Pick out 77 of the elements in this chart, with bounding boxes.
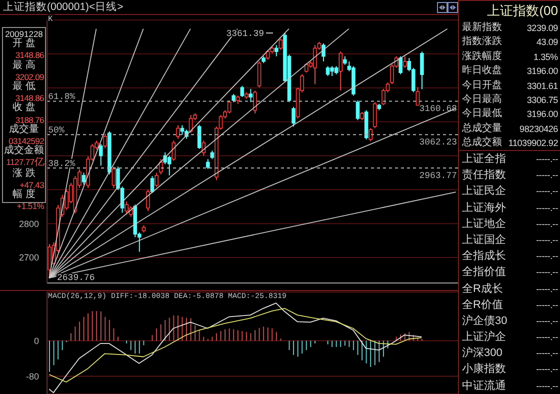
text: 上证沪企 <box>462 330 506 346</box>
ref-line-label: 2963.77 <box>419 171 457 182</box>
text: 全指价值 <box>462 265 506 280</box>
text: 涨跌幅度 <box>462 50 502 64</box>
text: -----.-- <box>536 218 558 231</box>
y-tick-label: 2800 <box>18 218 39 229</box>
ref-line-label: 3062.23 <box>419 138 457 148</box>
text: 3148.86 <box>15 50 44 60</box>
text: 小康指数 <box>462 362 506 378</box>
text: -----.-- <box>536 331 558 344</box>
text: 43.09 <box>536 36 558 50</box>
text: 3196.00 <box>526 108 558 122</box>
text: +47.43 <box>20 180 44 190</box>
annotation: K <box>48 15 53 24</box>
text: 责任指数 <box>462 168 506 184</box>
text: 11039902.92 <box>508 137 558 150</box>
text: 上证地企 <box>462 216 506 232</box>
text: 最新指数 <box>462 21 502 35</box>
text: 涨 跌 <box>12 168 36 179</box>
y-tick-label: 2700 <box>18 252 39 263</box>
text: 上证民企 <box>462 184 506 200</box>
text: 开 盘 <box>12 38 36 50</box>
text: -----.-- <box>536 314 558 328</box>
text: 3202.09 <box>15 72 44 82</box>
text: 今日最低 <box>462 107 502 122</box>
text: 上证指数(00 <box>486 2 559 20</box>
text: 中证流通 <box>462 378 506 394</box>
text: 最 高 <box>12 60 36 71</box>
annotation: 2639.76 <box>57 273 95 283</box>
text: 上证海外 <box>462 200 506 216</box>
chart-title: 上证指数(000001)<日线> <box>3 0 124 14</box>
text: 3196.00 <box>526 65 558 78</box>
text: -----.-- <box>536 363 558 376</box>
text: 3239.09 <box>526 22 558 35</box>
text: 上证全指 <box>462 152 506 167</box>
text: 幅 度 <box>12 189 36 200</box>
text: -----.-- <box>536 282 558 296</box>
text: -----.-- <box>536 250 558 264</box>
text: 3301.61 <box>526 80 558 93</box>
text: 总成交额 <box>462 136 502 150</box>
ref-line-label: 3160.68 <box>419 104 457 114</box>
annotation: 61.8% <box>48 92 76 102</box>
y-tick-label: 0 <box>34 336 39 346</box>
text: 上证国企 <box>462 232 506 248</box>
text: 全R成长 <box>462 282 503 296</box>
text: -----.-- <box>536 169 558 182</box>
text: 3306.75 <box>526 94 558 107</box>
text: 成交量 <box>8 124 40 136</box>
text: -----.-- <box>536 266 558 280</box>
text: 沪深300 <box>462 346 502 362</box>
text: 98230426 <box>520 122 558 136</box>
text: 全R价值 <box>462 298 503 313</box>
text: 最 低 <box>12 81 36 92</box>
text: 今日最高 <box>462 92 502 107</box>
text: -----.-- <box>536 347 558 360</box>
text: 3148.86 <box>15 93 44 104</box>
annotation: 50% <box>48 126 65 136</box>
text: -----.-- <box>536 202 558 215</box>
text: 指数涨跌 <box>462 35 502 50</box>
text: 3188.76 <box>15 114 44 125</box>
text: 总成交量 <box>462 122 502 136</box>
text: 收 盘 <box>12 102 36 114</box>
text: -----.-- <box>536 234 558 247</box>
text: 沪企债30 <box>462 314 508 329</box>
text: 20091228 <box>5 29 43 39</box>
text: +1.51% <box>16 201 44 212</box>
text: 1127.77亿 <box>6 157 44 168</box>
text: 今日开盘 <box>462 78 502 93</box>
text: 1.35% <box>533 50 558 64</box>
text: -----.-- <box>536 380 558 393</box>
text: 成交金额 <box>3 145 45 156</box>
text: -----.-- <box>536 298 558 312</box>
text: 全指成长 <box>462 249 506 264</box>
text: 昨日收盘 <box>462 64 502 78</box>
text: -----.-- <box>536 185 558 198</box>
text: -----.-- <box>536 153 558 166</box>
y-tick-label: -80 <box>26 371 39 382</box>
